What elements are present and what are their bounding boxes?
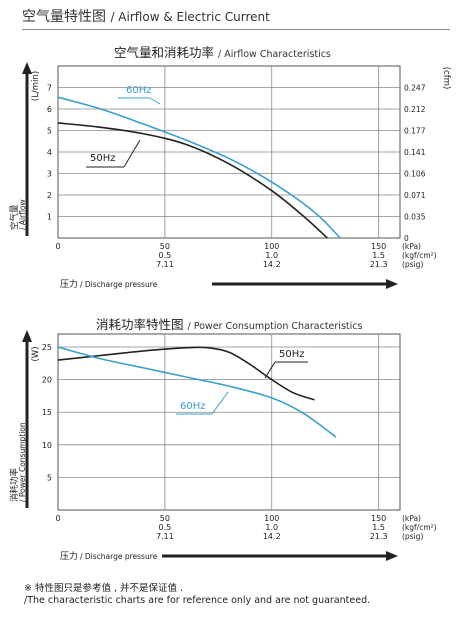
power-series-label-60hz: 60Hz: [180, 401, 206, 412]
airflow-y-tick-label: 1: [47, 213, 52, 222]
power-chart-title-cn: 消耗功率特性图: [96, 317, 184, 332]
airflow-y2-tick-label: 0: [404, 234, 409, 243]
airflow-x-label-en: / Discharge pressure: [80, 280, 158, 289]
airflow-series-line-50hz: [57, 122, 328, 239]
airflow-series-label-50hz: 50Hz: [90, 153, 116, 164]
airflow-y-tick-label: 4: [47, 148, 52, 157]
airflow-x-tick-kpa: 50: [160, 242, 170, 251]
power-x-tick-kgf: 0.5: [159, 523, 172, 532]
airflow-x-tick-psig: 21.3: [370, 260, 388, 269]
airflow-y-tick-label: 5: [47, 127, 52, 136]
power-y-tick-label: 15: [42, 408, 52, 417]
airflow-y2-tick-label: 0.071: [404, 191, 426, 200]
airflow-x-tick-psig: 7.11: [156, 260, 174, 269]
airflow-y2-tick-label: 0.247: [404, 84, 426, 93]
power-plot-frame: [57, 333, 401, 511]
power-y-tick-label: 5: [47, 473, 52, 482]
airflow-x-tick-kgf: 0.5: [159, 251, 172, 260]
power-x-tick-kgf: 1.5: [372, 523, 385, 532]
power-y-tick-label: 10: [42, 441, 52, 450]
power-x-tick-psig: 21.3: [370, 532, 388, 541]
airflow-y2-tick-label: 0.035: [404, 213, 426, 222]
airflow-x-tick-psig: 14.2: [263, 260, 281, 269]
power-series-line-60hz: [57, 346, 337, 438]
airflow-y-tick-label: 2: [47, 191, 52, 200]
power-x-tick-kpa: 100: [264, 514, 279, 523]
airflow-y2-tick-label: 0.106: [404, 170, 426, 179]
power-series-label-leader: [264, 361, 276, 379]
page-title-en: / Airflow & Electric Current: [110, 10, 270, 24]
power-x-unit-label: (kgf/cm²): [402, 523, 437, 532]
disclaimer-cn: ※ 特性图只是参考值 , 并不是保证值 .: [24, 583, 184, 594]
power-chart-title: 消耗功率特性图 / Power Consumption Characterist…: [96, 314, 362, 333]
airflow-series-label-leader: [149, 97, 161, 105]
airflow-chart-title-en: / Airflow Characteristics: [218, 49, 331, 60]
page-title-cn: 空气量特性图: [22, 9, 106, 25]
power-x-tick-kpa: 0: [55, 514, 60, 523]
airflow-y-label-en: / Airflow: [18, 199, 27, 230]
power-x-label-cn: 压力: [60, 550, 78, 562]
power-y-arrow-head: [22, 330, 32, 342]
airflow-y2-unit: (cfm): [441, 67, 451, 90]
power-x-tick-psig: 7.11: [156, 532, 174, 541]
airflow-series-label-leader: [123, 139, 141, 168]
title-divider: [22, 29, 450, 30]
airflow-y2-tick-label: 0.141: [404, 148, 426, 157]
airflow-y-arrow-head: [22, 62, 32, 74]
power-x-arrow-head: [386, 551, 398, 561]
power-series-line-50hz: [57, 346, 315, 401]
power-y-label-en: / Power Consumption: [18, 422, 27, 502]
airflow-chart-title: 空气量和消耗功率 / Airflow Characteristics: [114, 42, 331, 61]
airflow-x-unit-label: (psig): [402, 260, 423, 269]
airflow-x-tick-kgf: 1.0: [265, 251, 278, 260]
airflow-x-tick-kpa: 0: [55, 242, 60, 251]
airflow-y2-tick-label: 0.212: [404, 105, 426, 114]
power-x-label-en: / Discharge pressure: [80, 552, 158, 561]
airflow-x-arrow-head: [386, 279, 398, 289]
airflow-y-unit: (L/min): [31, 71, 41, 101]
airflow-x-tick-kpa: 150: [371, 242, 386, 251]
airflow-x-tick-kgf: 1.5: [372, 251, 385, 260]
power-x-unit-label: (kPa): [402, 514, 421, 523]
airflow-y-tick-label: 3: [47, 170, 52, 179]
power-y-tick-label: 25: [42, 343, 52, 352]
airflow-x-unit-label: (kPa): [402, 242, 421, 251]
power-y-label-cn: 消耗功率: [9, 467, 20, 502]
airflow-x-tick-kpa: 100: [264, 242, 279, 251]
airflow-series-label-60hz: 60Hz: [126, 85, 152, 96]
airflow-series-line-60hz: [57, 96, 341, 239]
power-x-tick-kgf: 1.0: [265, 523, 278, 532]
airflow-y2-tick-label: 0.177: [404, 127, 426, 136]
power-x-tick-psig: 14.2: [263, 532, 281, 541]
power-x-unit-label: (psig): [402, 532, 423, 541]
airflow-y-tick-label: 7: [47, 84, 52, 93]
power-y-tick-label: 20: [42, 376, 52, 385]
power-y-unit: (W): [31, 346, 41, 361]
airflow-x-unit-label: (kgf/cm²): [402, 251, 437, 260]
airflow-y-label-cn: 空气量: [9, 204, 20, 230]
power-series-label-50hz: 50Hz: [279, 349, 305, 360]
airflow-x-label-cn: 压力: [60, 278, 78, 290]
power-series-label-leader: [211, 391, 229, 415]
page-title: 空气量特性图 / Airflow & Electric Current: [22, 6, 270, 26]
power-chart-title-en: / Power Consumption Characteristics: [187, 321, 363, 332]
airflow-chart-title-cn: 空气量和消耗功率: [114, 45, 215, 60]
power-x-tick-kpa: 50: [160, 514, 170, 523]
power-x-tick-kpa: 150: [371, 514, 386, 523]
disclaimer-en: /The characteristic charts are for refer…: [24, 595, 371, 606]
airflow-y-tick-label: 6: [47, 105, 52, 114]
